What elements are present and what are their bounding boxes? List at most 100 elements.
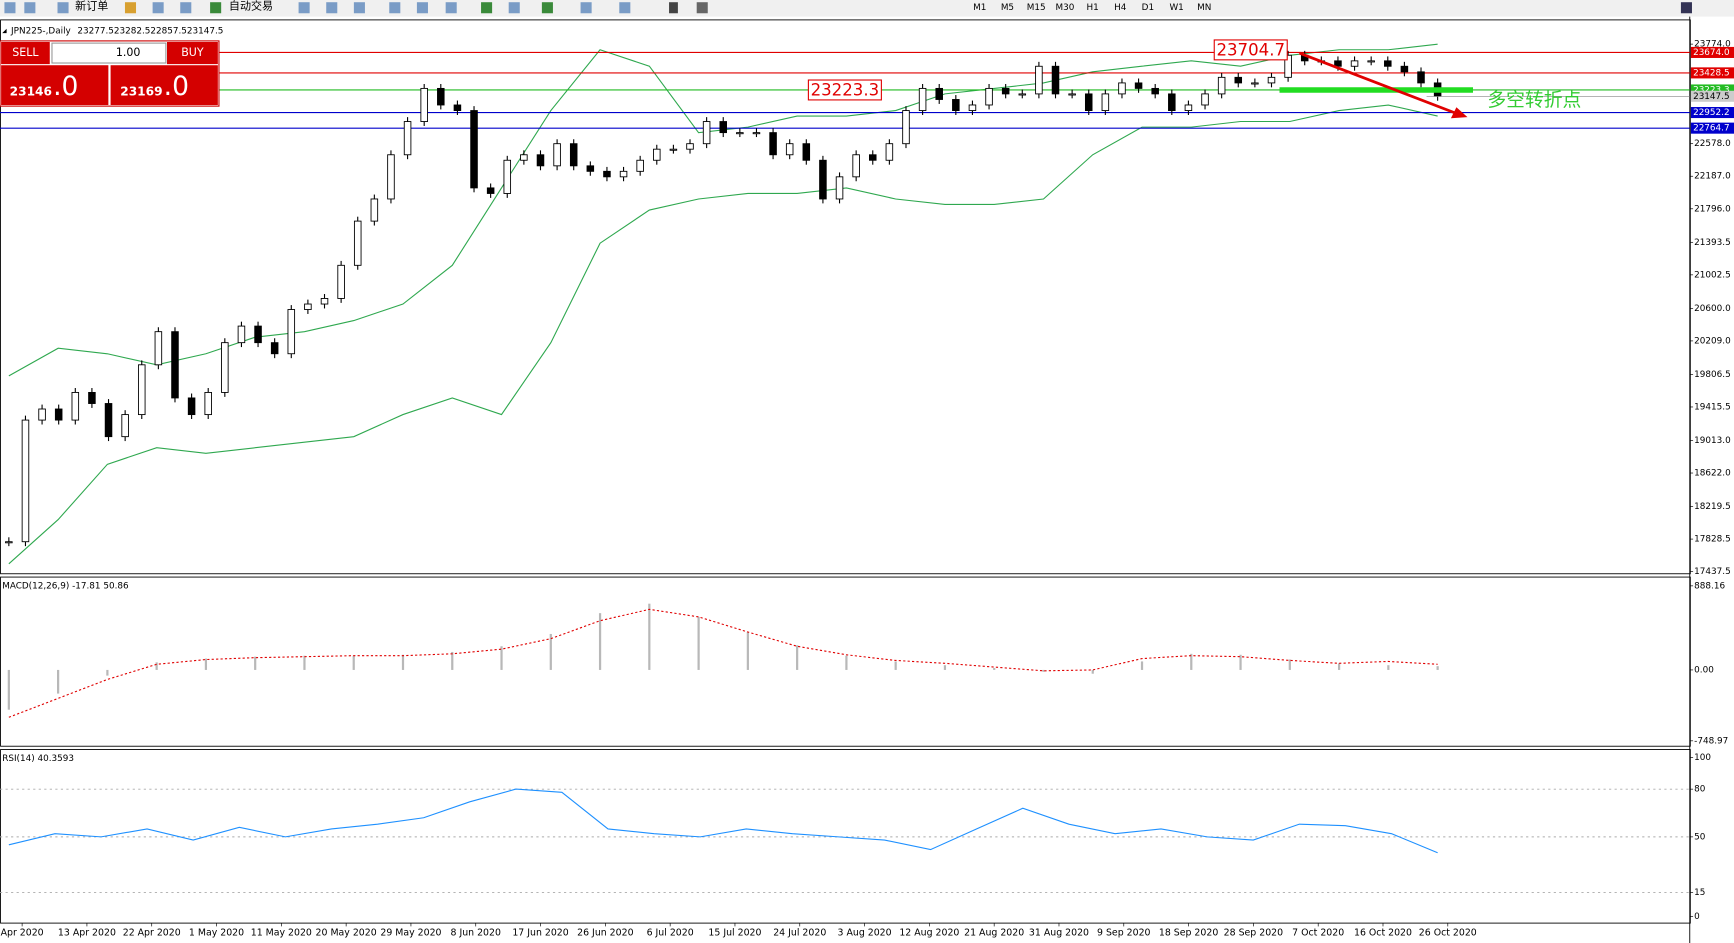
candle-body (353, 220, 362, 266)
candle-body (320, 298, 329, 305)
candle-body (221, 342, 229, 393)
candle-body (935, 87, 943, 100)
trade-panel: SELL 1.00 BUY 23146 .0 23169 .0 (0, 40, 220, 107)
ohlc-value: 22857.5 (150, 26, 187, 36)
last-price-tag (1690, 90, 1734, 102)
timeframe[interactable]: M30 (1056, 3, 1075, 13)
buy-button[interactable] (166, 42, 218, 65)
macd-bar (1140, 661, 1144, 670)
price-level-label: 23674.0 (1693, 48, 1730, 58)
timeframe[interactable]: H4 (1114, 3, 1127, 13)
candle-body (653, 148, 661, 161)
timeframe[interactable]: MN (1197, 3, 1211, 13)
macd-bar (254, 656, 257, 670)
bollinger-lower (8, 104, 1438, 565)
date-label: 6 Jul 2020 (647, 928, 694, 939)
plots: 23774.0 22578.0 22187.0 21796.0 21393.5 21002… (0, 16, 1734, 943)
date-label: 9 Sep 2020 (1097, 928, 1150, 939)
candle-body (287, 309, 296, 355)
macd-bar (1288, 659, 1291, 670)
candle-body (553, 143, 561, 167)
buy-label[interactable]: BUY (181, 46, 204, 59)
candle-body (1068, 93, 1076, 96)
candle-body (802, 143, 811, 161)
candle-body (769, 132, 777, 156)
candle-body (1334, 60, 1342, 67)
candle-body (453, 104, 462, 112)
candle-body (1400, 65, 1409, 73)
ask-main: 23169 (120, 84, 162, 98)
new-order[interactable]: 新订单 (75, 0, 108, 13)
candle-body (337, 264, 345, 299)
candle-body (1035, 65, 1043, 95)
timeframe[interactable]: D1 (1142, 3, 1154, 13)
y-tick-label: 50 (1694, 832, 1706, 842)
candle-body (71, 391, 80, 421)
date-label: 7 Oct 2020 (1292, 928, 1344, 939)
macd-bar (943, 665, 947, 670)
candle-body (88, 391, 96, 404)
sell-label[interactable]: SELL (12, 46, 39, 59)
candle-body (569, 143, 578, 167)
bid-frac: .0 (53, 71, 78, 102)
bid-box[interactable] (1, 65, 109, 106)
ohlc-value: 23277.5 (77, 26, 114, 36)
macd-bar (352, 655, 355, 670)
annotation-label: 23223.3 (811, 81, 880, 100)
macd-bar (1436, 666, 1439, 670)
candle-body (752, 132, 761, 135)
ohlc-value: 23282.5 (114, 26, 151, 36)
macd-bar (1239, 654, 1242, 670)
candle-body (1417, 71, 1425, 84)
y-tick-label: 18622.0 (1694, 469, 1731, 479)
toolbar (0, 0, 1734, 17)
macd-bar (1387, 665, 1390, 670)
candle-body (1284, 54, 1292, 78)
annotation-box (807, 79, 882, 101)
macd-signal (8, 608, 1438, 718)
timeframe[interactable]: M15 (1027, 3, 1046, 13)
candle-body (503, 159, 512, 194)
candle-body (270, 342, 279, 355)
trend-arrow-head (1450, 107, 1468, 119)
timeframe[interactable]: H1 (1086, 3, 1098, 13)
candle-body (104, 403, 113, 438)
date-label: 15 Jul 2020 (708, 928, 761, 939)
timeframe[interactable]: W1 (1169, 3, 1183, 13)
rsi-title: RSI(14) 40.3593 (2, 754, 74, 764)
macd-bar (697, 616, 700, 670)
candle-body (1184, 104, 1193, 112)
macd-bar (894, 661, 897, 670)
candle-body (1101, 93, 1110, 112)
y-tick-label: 20209.0 (1694, 336, 1731, 346)
macd-bar (648, 603, 651, 670)
auto-trade[interactable]: 自动交易 (229, 0, 273, 13)
lots-value[interactable]: 1.00 (116, 46, 141, 59)
panel-frame (0, 749, 1691, 924)
date-label: 17 Jun 2020 (512, 928, 568, 939)
candle-body (121, 414, 129, 438)
sell-button[interactable] (1, 42, 50, 65)
date-label: 26 Jun 2020 (577, 928, 633, 939)
candle-body (254, 325, 262, 344)
timeframe[interactable]: M1 (973, 3, 986, 13)
y-tick-label: 0 (1694, 912, 1700, 922)
trend-arrow (1298, 51, 1459, 116)
lots-field[interactable] (51, 42, 167, 64)
candle-body (403, 121, 412, 156)
date-label: 31 Aug 2020 (1029, 928, 1089, 939)
candle-body (520, 154, 528, 161)
annotation-box (1213, 39, 1288, 61)
toolbar-icons (4, 2, 1692, 14)
candle-body (619, 170, 628, 178)
date-label: 8 Jun 2020 (451, 928, 501, 939)
rsi-line (8, 788, 1438, 854)
y-tick-label: 21393.5 (1694, 238, 1731, 248)
ask-box[interactable] (110, 65, 218, 106)
candle-body (885, 143, 894, 161)
price-level-label: 23428.5 (1693, 68, 1730, 78)
y-tick-label: 19013.0 (1694, 436, 1731, 446)
candle-body (636, 159, 644, 172)
timeframe[interactable]: M5 (1001, 3, 1014, 13)
